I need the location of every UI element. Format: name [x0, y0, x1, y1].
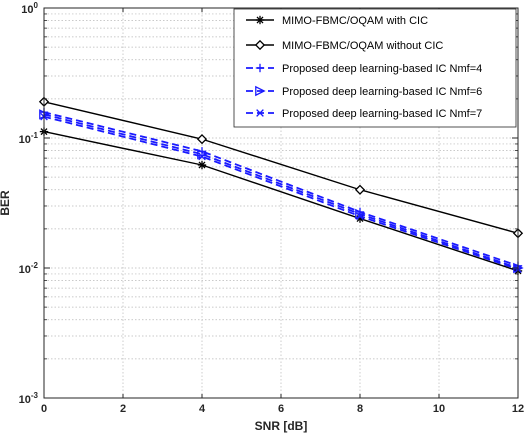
legend-marker-3 [255, 63, 265, 73]
series-line-1 [43, 130, 519, 272]
y-tick-label: 10-3 [19, 391, 39, 406]
legend-label-5: Proposed deep learning-based IC Nmf=7 [282, 108, 482, 120]
y-tick-label: 100 [21, 1, 38, 16]
x-tick-label: 8 [357, 403, 363, 415]
series-1-point [197, 160, 207, 170]
x-tick-label: 0 [41, 403, 47, 415]
legend-label-1: MIMO-FBMC/OQAM with CIC [282, 15, 428, 27]
legend: MIMO-FBMC/OQAM with CIC MIMO-FBMC/OQAM wi… [233, 8, 517, 128]
series-line-3 [43, 111, 519, 267]
legend-marker-1 [255, 15, 265, 25]
series-5-point [356, 212, 364, 221]
legend-marker-5 [256, 109, 264, 117]
x-tick-label: 4 [199, 403, 206, 415]
x-tick-label: 6 [278, 403, 284, 415]
legend-marker-4 [255, 85, 266, 97]
y-axis-label: BER [0, 190, 12, 216]
series-2-point [196, 134, 208, 145]
y-tick-label: 10-2 [19, 261, 39, 276]
legend-label-4: Proposed deep learning-based IC Nmf=6 [282, 86, 482, 98]
x-tick-label: 12 [512, 403, 524, 415]
x-tick-label: 2 [120, 403, 126, 415]
series-line-2 [43, 101, 519, 234]
legend-label-3: Proposed deep learning-based IC Nmf=4 [282, 63, 482, 75]
series-line-4 [43, 113, 519, 269]
legend-box [233, 8, 517, 128]
series-line-5 [43, 115, 519, 270]
x-axis-label: SNR [dB] [255, 419, 308, 433]
series-5-point [198, 152, 206, 161]
y-tick-label: 10-1 [19, 131, 39, 146]
x-tick-label: 10 [433, 403, 445, 415]
ticks: 0 2 4 6 8 10 12 100 10-1 10-2 10-3 [19, 1, 525, 415]
series-2-point [354, 184, 366, 195]
legend-marker-2 [254, 39, 266, 51]
legend-label-2: MIMO-FBMC/OQAM without CIC [282, 40, 443, 52]
series-layer [38, 96, 524, 276]
